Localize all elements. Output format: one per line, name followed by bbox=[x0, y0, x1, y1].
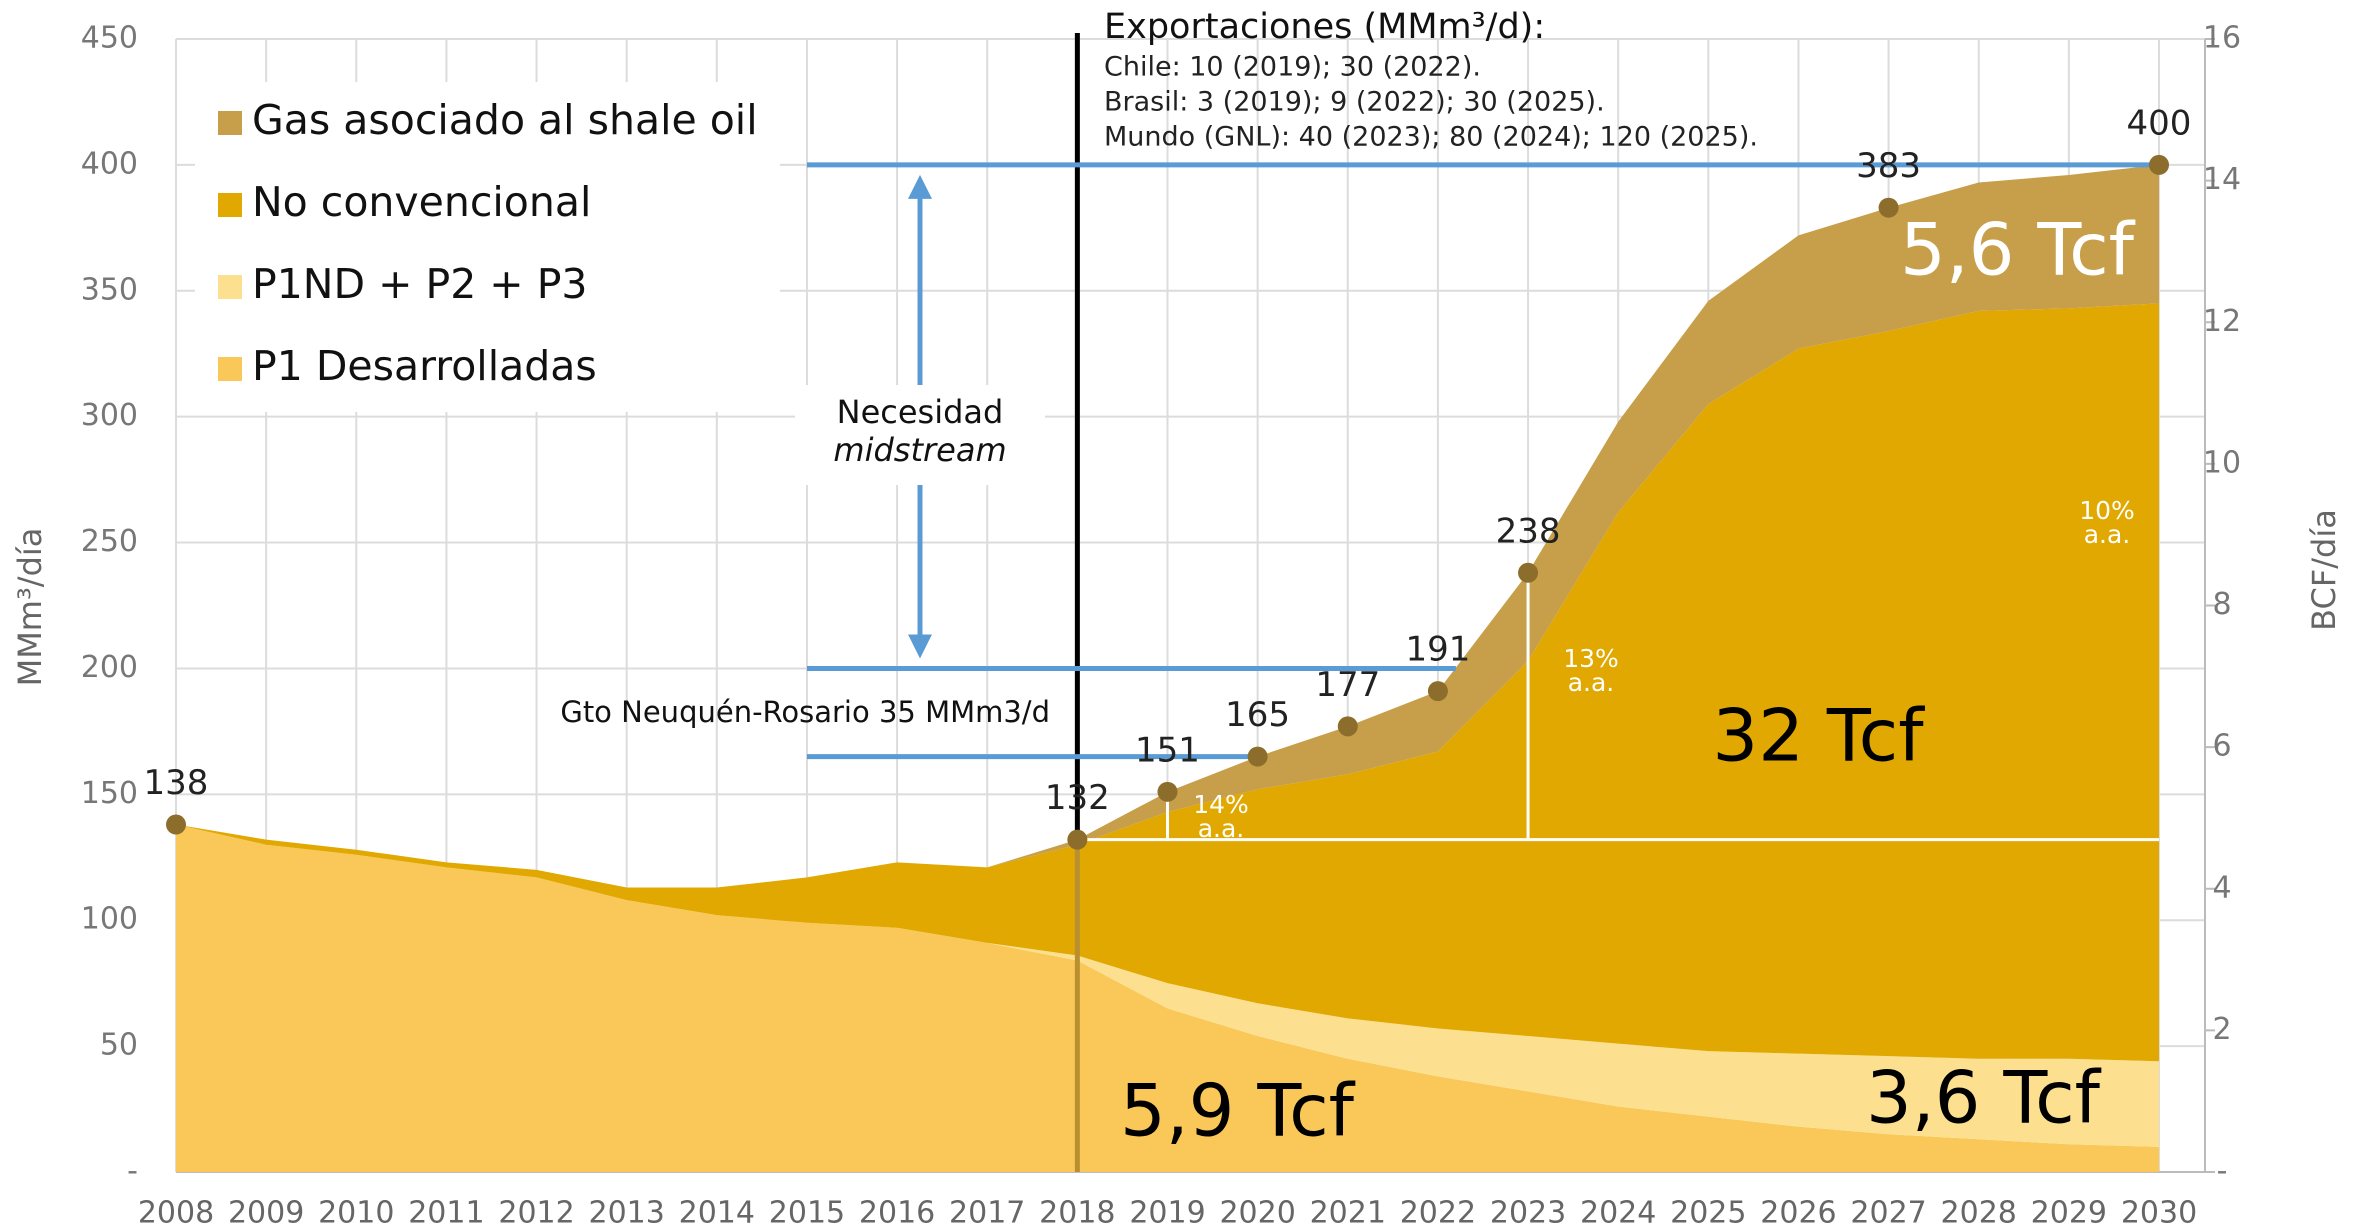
marker bbox=[166, 814, 186, 835]
y2-tick-label: 8 bbox=[2212, 587, 2231, 622]
growth-rate: 10% bbox=[2079, 496, 2135, 525]
legend-swatch bbox=[218, 357, 242, 381]
y-tick-label: - bbox=[127, 1154, 138, 1189]
marker-label: 151 bbox=[1135, 730, 1200, 770]
y2-tick-label: 6 bbox=[2212, 729, 2231, 764]
x-tick-label: 2024 bbox=[1580, 1196, 1656, 1229]
growth-unit: a.a. bbox=[1568, 668, 1615, 697]
x-tick-label: 2015 bbox=[769, 1196, 845, 1229]
x-tick-label: 2019 bbox=[1129, 1196, 1205, 1229]
legend-label: No convencional bbox=[252, 178, 591, 226]
y-tick-label: 450 bbox=[81, 21, 138, 56]
y2-tick-label: 2 bbox=[2212, 1012, 2231, 1047]
marker bbox=[1427, 681, 1448, 702]
midstream-label: midstream bbox=[833, 431, 1006, 469]
legend-swatch bbox=[218, 275, 242, 299]
y2-tick-label: 4 bbox=[2212, 870, 2231, 905]
volume-label: 3,6 Tcf bbox=[1866, 1056, 2102, 1140]
volume-label: 5,6 Tcf bbox=[1900, 208, 2136, 292]
y-tick-label: 400 bbox=[81, 146, 138, 181]
x-tick-label: 2029 bbox=[2031, 1196, 2107, 1229]
exports-line: Chile: 10 (2019); 30 (2022). bbox=[1104, 52, 1481, 83]
y2-tick-label: 12 bbox=[2203, 304, 2241, 339]
y2-axis-title: BCF/día bbox=[2305, 509, 2343, 631]
x-tick-label: 2014 bbox=[679, 1196, 755, 1229]
x-tick-label: 2023 bbox=[1490, 1196, 1566, 1229]
y2-tick-label: 10 bbox=[2203, 445, 2241, 480]
area bbox=[176, 824, 2159, 1172]
legend-label: Gas asociado al shale oil bbox=[252, 96, 758, 144]
exports-line: Mundo (GNL): 40 (2023); 80 (2024); 120 (… bbox=[1104, 122, 1758, 153]
marker bbox=[1878, 197, 1899, 218]
area bbox=[176, 164, 2159, 888]
label-box bbox=[795, 385, 1045, 485]
y-tick-label: 250 bbox=[81, 524, 138, 559]
area bbox=[176, 303, 2159, 1062]
marker bbox=[1247, 746, 1268, 767]
x-tick-label: 2025 bbox=[1670, 1196, 1746, 1229]
volume-label: 32 Tcf bbox=[1712, 694, 1925, 778]
y-axis-title: MMm³/día bbox=[11, 528, 49, 687]
exports-line: Brasil: 3 (2019); 9 (2022); 30 (2025). bbox=[1104, 87, 1605, 118]
x-tick-label: 2010 bbox=[318, 1196, 394, 1229]
legend-swatch bbox=[218, 111, 242, 135]
marker-label: 191 bbox=[1405, 630, 1470, 670]
y2-tick-label: 14 bbox=[2203, 162, 2241, 197]
legend-box bbox=[195, 82, 780, 412]
arrow-head bbox=[908, 174, 932, 199]
y2-tick-label: - bbox=[2217, 1154, 2228, 1189]
x-tick-label: 2013 bbox=[589, 1196, 665, 1229]
growth-rate: 14% bbox=[1193, 790, 1249, 819]
x-tick-label: 2027 bbox=[1850, 1196, 1926, 1229]
legend-swatch bbox=[218, 193, 242, 217]
x-tick-label: 2028 bbox=[1941, 1196, 2017, 1229]
exports-title: Exportaciones (MMm³/d): bbox=[1104, 7, 1545, 47]
marker-label: 383 bbox=[1856, 146, 1921, 186]
growth-unit: a.a. bbox=[1198, 814, 1245, 843]
legend-label: P1ND + P2 + P3 bbox=[252, 260, 588, 308]
x-tick-label: 2017 bbox=[949, 1196, 1025, 1229]
marker bbox=[1067, 829, 1088, 850]
x-tick-label: 2008 bbox=[138, 1196, 214, 1229]
x-tick-label: 2011 bbox=[408, 1196, 484, 1229]
x-tick-label: 2022 bbox=[1400, 1196, 1476, 1229]
x-tick-label: 2020 bbox=[1219, 1196, 1295, 1229]
x-tick-label: 2026 bbox=[1760, 1196, 1836, 1229]
x-tick-label: 2012 bbox=[498, 1196, 574, 1229]
marker-label: 238 bbox=[1496, 511, 1561, 551]
marker bbox=[1157, 781, 1178, 802]
x-tick-label: 2030 bbox=[2121, 1196, 2197, 1229]
y2-tick-label: 16 bbox=[2203, 21, 2241, 56]
legend-label: P1 Desarrolladas bbox=[252, 342, 597, 390]
marker bbox=[1518, 562, 1539, 583]
growth-unit: a.a. bbox=[2084, 520, 2131, 549]
x-tick-label: 2009 bbox=[228, 1196, 304, 1229]
y-tick-label: 150 bbox=[81, 776, 138, 811]
y-tick-label: 100 bbox=[81, 902, 138, 937]
y-tick-label: 50 bbox=[100, 1028, 138, 1063]
volume-label: 5,9 Tcf bbox=[1120, 1069, 1356, 1153]
pipeline-label: Gto Neuquén-Rosario 35 MMm3/d bbox=[560, 695, 1050, 729]
y-tick-label: 350 bbox=[81, 272, 138, 307]
y-tick-label: 200 bbox=[81, 650, 138, 685]
arrow-head bbox=[908, 634, 932, 659]
marker-label: 177 bbox=[1315, 665, 1380, 705]
x-tick-label: 2016 bbox=[859, 1196, 935, 1229]
area bbox=[176, 824, 2159, 1147]
marker bbox=[2149, 154, 2169, 175]
marker bbox=[1337, 716, 1358, 737]
marker-label: 138 bbox=[144, 763, 209, 803]
y-tick-label: 300 bbox=[81, 398, 138, 433]
marker-label: 132 bbox=[1045, 778, 1110, 818]
marker-label: 165 bbox=[1225, 695, 1290, 735]
x-tick-label: 2021 bbox=[1310, 1196, 1386, 1229]
midstream-label: Necesidad bbox=[837, 393, 1004, 431]
x-tick-label: 2018 bbox=[1039, 1196, 1115, 1229]
marker-label: 400 bbox=[2127, 103, 2192, 143]
growth-rate: 13% bbox=[1563, 644, 1619, 673]
